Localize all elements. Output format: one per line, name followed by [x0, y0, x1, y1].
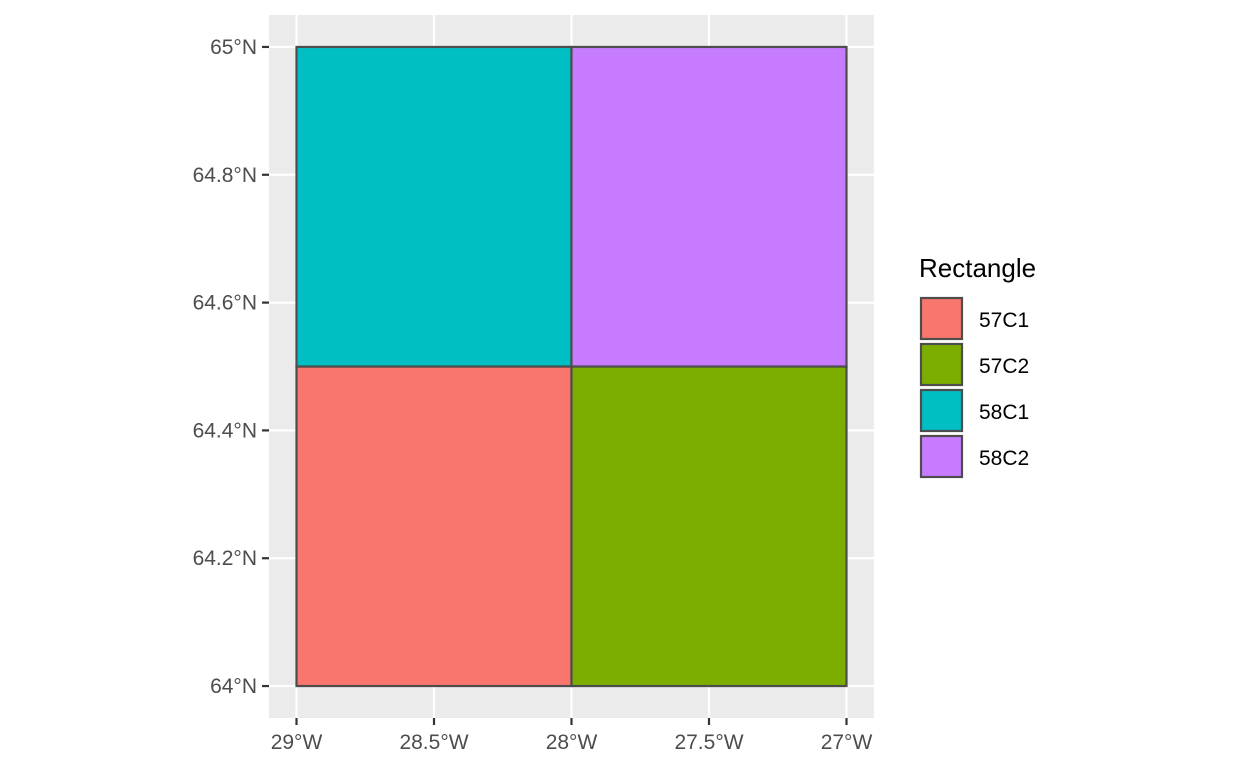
y-tick-label: 64.8°N: [193, 164, 257, 187]
legend-label-57C1: 57C1: [979, 309, 1029, 332]
x-tick-label: 29°W: [271, 731, 323, 754]
legend-title: Rectangle: [919, 253, 1036, 283]
rectangle-57C1: [295, 365, 573, 688]
legend-items: 57C1 57C2 58C1 58C2: [919, 296, 1029, 479]
axes: 29°W 28.5°W 28°W 27.5°W 27°W 64°N 64.2°N 64.4°N…: [193, 36, 873, 754]
y-tick-label: 64°N: [210, 675, 257, 698]
x-tick-label: 27.5°W: [674, 731, 743, 754]
legend-key-58C2: [919, 434, 964, 479]
y-tick-label: 64.2°N: [193, 547, 257, 570]
y-tick-label: 65°N: [210, 36, 257, 59]
rectangle-58C1: [295, 45, 573, 368]
x-tick-label: 28.5°W: [399, 731, 468, 754]
legend-key-57C1: [919, 296, 964, 341]
rectangle-57C2: [570, 365, 848, 688]
legend-key-57C2: [919, 342, 964, 387]
legend-key-58C1: [919, 388, 964, 433]
rectangles: [295, 45, 848, 688]
x-tick-label: 27°W: [821, 731, 873, 754]
legend-label-57C2: 57C2: [979, 355, 1029, 378]
y-tick-label: 64.4°N: [193, 419, 257, 442]
y-tick-label: 64.6°N: [193, 292, 257, 315]
legend: Rectangle 57C1 57C2 58C1 58C2: [919, 253, 1036, 479]
x-tick-label: 28°W: [546, 731, 598, 754]
legend-label-58C2: 58C2: [979, 447, 1029, 470]
legend-label-58C1: 58C1: [979, 401, 1029, 424]
rectangle-58C2: [570, 45, 848, 368]
